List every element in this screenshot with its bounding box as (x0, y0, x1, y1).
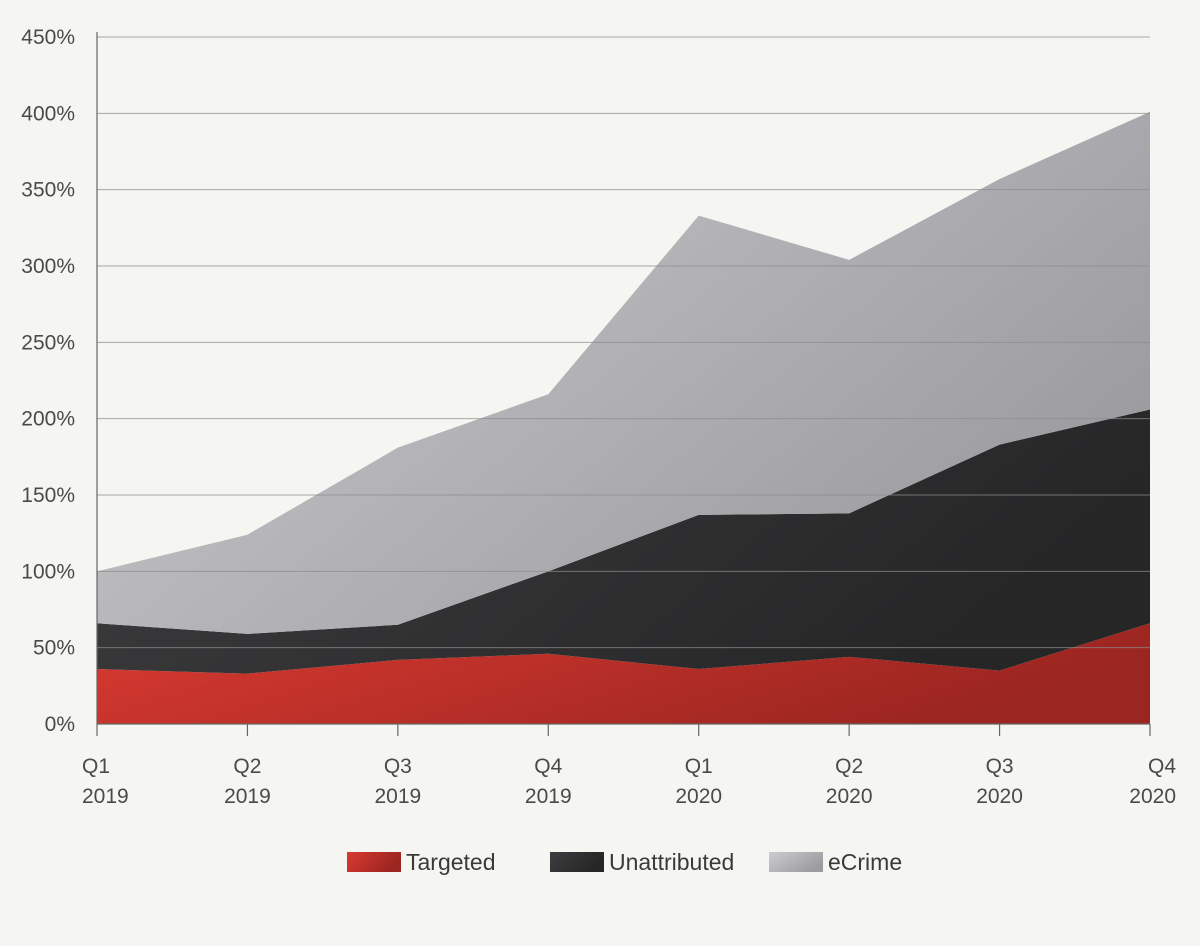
x-tick-quarter: Q4 (1148, 755, 1176, 778)
y-tick-label: 200% (21, 408, 75, 431)
area-targeted (97, 623, 1150, 724)
y-tick-label: 100% (21, 560, 75, 583)
x-tick-labels: Q1 2019 Q2 2019 Q3 2019 Q4 2019 Q1 2020 Q2 2020 Q3 20… (82, 755, 1176, 808)
x-tick-year: 2020 (675, 785, 722, 808)
x-tick-year: 2020 (1129, 785, 1176, 808)
y-tick-labels: 0% 50% 100% 150% 200% 250% 300% 350% 400% 450% (21, 26, 75, 736)
x-tick-quarter: Q1 (82, 755, 110, 778)
x-tick-year: 2019 (525, 785, 572, 808)
x-tick-year: 2020 (826, 785, 873, 808)
y-tick-label: 50% (33, 637, 75, 660)
y-tick-label: 400% (21, 102, 75, 125)
x-tick-quarter: Q4 (534, 755, 562, 778)
gridlines (97, 36, 1150, 649)
x-tick-quarter: Q3 (986, 755, 1014, 778)
x-tick-quarter: Q2 (233, 755, 261, 778)
legend-label-targeted: Targeted (406, 849, 496, 875)
y-tick-label: 250% (21, 331, 75, 354)
x-tick-quarter: Q3 (384, 755, 412, 778)
area-layer (97, 111, 1150, 724)
x-tick-year: 2019 (224, 785, 271, 808)
y-tick-label: 450% (21, 26, 75, 49)
legend-label-unattributed: Unattributed (609, 849, 734, 875)
legend-swatch-targeted (347, 852, 401, 872)
x-tick-quarter: Q2 (835, 755, 863, 778)
legend-swatch-ecrime (769, 852, 823, 872)
x-tick-year: 2019 (82, 785, 129, 808)
y-tick-label: 150% (21, 484, 75, 507)
axes (96, 32, 1151, 736)
x-tick-year: 2019 (374, 785, 421, 808)
x-tick-year: 2020 (976, 785, 1023, 808)
y-tick-label: 350% (21, 179, 75, 202)
x-tick-quarter: Q1 (685, 755, 713, 778)
y-tick-label: 300% (21, 255, 75, 278)
y-tick-label: 0% (45, 713, 75, 736)
legend: Targeted Unattributed eCrime (347, 849, 902, 875)
legend-label-ecrime: eCrime (828, 849, 902, 875)
legend-swatch-unattributed (550, 852, 604, 872)
area-ecrime (97, 111, 1150, 634)
area-unattributed (97, 409, 1150, 674)
